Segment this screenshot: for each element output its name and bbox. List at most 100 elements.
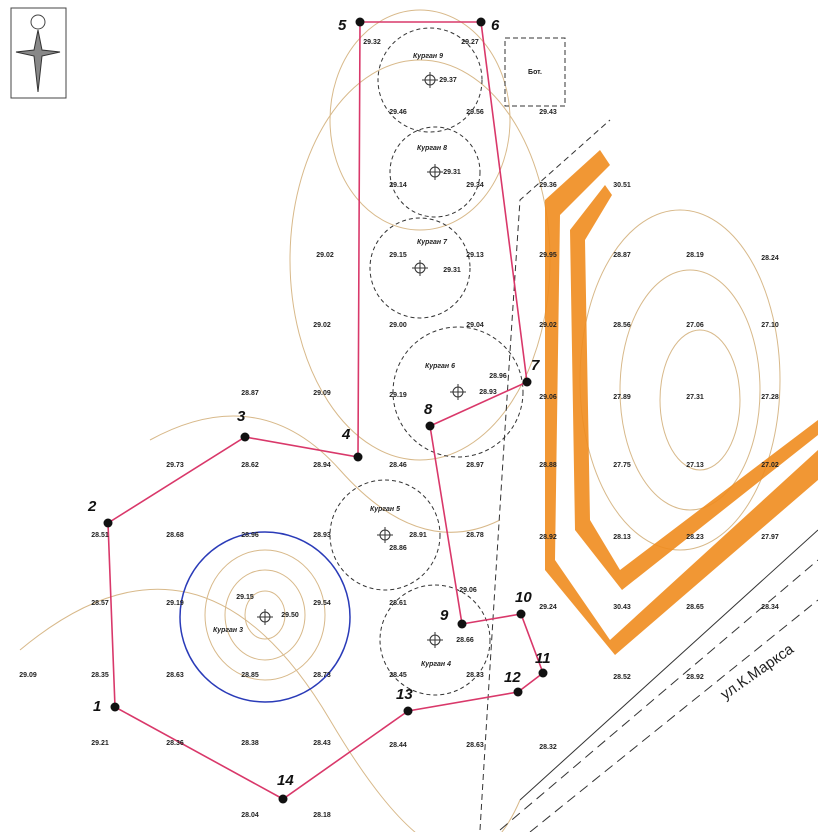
elevation-label: 28.94 [313,462,331,469]
point-label: 4 [341,426,351,443]
elevation-label: 28.32 [539,744,557,751]
point-label: 2 [87,498,97,515]
elevation-label: 29.19 [166,600,184,607]
point-label: 13 [396,686,413,703]
kurgan-3-zone [179,531,351,703]
road-line [519,529,818,801]
point-label: 14 [277,772,294,789]
kurgan-label: Курган 5 [370,506,400,513]
contour [244,590,286,640]
kurgan-label: Курган 3 [213,627,243,634]
contour [204,549,326,681]
point-label: 6 [491,17,500,34]
benchmark-cross [422,72,438,88]
elevation-label: 28.78 [466,532,484,539]
elevation-label: 28.92 [539,534,557,541]
elevation-label: 27.06 [686,322,704,329]
elevation-label: 28.56 [613,322,631,329]
elevation-label: 28.19 [686,252,704,259]
route-point [516,609,526,619]
elevation-label: 27.89 [613,394,631,401]
route-point [355,17,365,27]
elevation-label: 28.91 [409,532,427,539]
boundary [479,119,611,831]
elevation-label: 28.87 [241,390,259,397]
road-edge [499,559,818,832]
elevation-label: 29.46 [389,109,407,116]
elevation-label: 28.51 [91,532,109,539]
street-label: ул.К.Маркса [718,640,798,703]
contour [329,9,511,231]
benchmark-cross [412,260,428,276]
contour [149,415,501,533]
route-point [110,702,120,712]
elevation-label: 29.54 [313,600,331,607]
elevation-label: 29.19 [389,392,407,399]
elevation-label: 28.96 [489,373,507,380]
elevation-label: 29.02 [316,252,334,259]
compass-star [15,29,61,93]
elevation-label: 28.52 [613,674,631,681]
elevation-label: 28.63 [466,742,484,749]
elevation-label: 28.45 [389,672,407,679]
benchmark-cross [427,632,443,648]
elevation-label: 27.97 [761,534,779,541]
elevation-label: 29.43 [539,109,557,116]
elevation-label: 28.92 [686,674,704,681]
elevation-label: 28.23 [686,534,704,541]
benchmark-cross [377,527,393,543]
elevation-label: 29.34 [466,182,484,189]
elevation-label: 28.66 [456,637,474,644]
elevation-label: 29.09 [313,390,331,397]
point-label: 11 [535,650,551,667]
elevation-label: 29.21 [91,740,109,747]
elevation-label: 28.24 [761,255,779,262]
contour [659,329,741,471]
elevation-label: 29.56 [466,109,484,116]
kurgan-zone [379,584,491,696]
route-point [538,668,548,678]
contour [619,269,761,511]
elevation-label: 28.33 [466,672,484,679]
elevation-label: 27.31 [686,394,704,401]
elevation-label: 28.35 [91,672,109,679]
elevation-label: 27.28 [761,394,779,401]
elevation-label: 27.02 [761,462,779,469]
elevation-label: 29.15 [236,594,254,601]
elevation-label: 29.06 [459,587,477,594]
elevation-label: 29.73 [166,462,184,469]
benchmark-cross [257,609,273,625]
route-point [476,17,486,27]
elevation-label: 29.50 [281,612,299,619]
elevation-label: 28.86 [389,545,407,552]
elevation-label: 28.68 [166,532,184,539]
point-label: 5 [338,17,347,34]
point-label: 7 [531,357,540,374]
kurgan-label: Курган 7 [417,239,448,246]
elevation-label: 30.51 [613,182,631,189]
point-label: 3 [237,408,246,425]
elevation-label: 29.02 [539,322,557,329]
north-arrow [10,7,67,99]
boundary-route [107,21,544,800]
elevation-label: 28.93 [313,532,331,539]
elevation-label: 29.14 [389,182,407,189]
point-label: 10 [515,589,532,606]
kurgan-label: Курган 9 [413,53,443,60]
elevation-label: 28.43 [313,740,331,747]
compass-ring [30,14,46,30]
point-label: 8 [424,401,433,418]
kurgan-label: Курган 6 [425,363,455,370]
elevation-label: 28.46 [389,462,407,469]
point-label: 9 [440,607,449,624]
contour [19,588,521,832]
elevation-label: 29.37 [439,77,457,84]
kurgan-label: Курган 8 [417,145,447,152]
route-point [103,518,113,528]
slope-band [570,185,818,590]
features: Курган 9 Курган 8 Курган 7 Курган 6 Курган 5… [19,17,779,819]
kurgan-zone [377,27,483,133]
route-point [240,432,250,442]
elevation-label: 28.36 [166,740,184,747]
contour [579,209,781,551]
